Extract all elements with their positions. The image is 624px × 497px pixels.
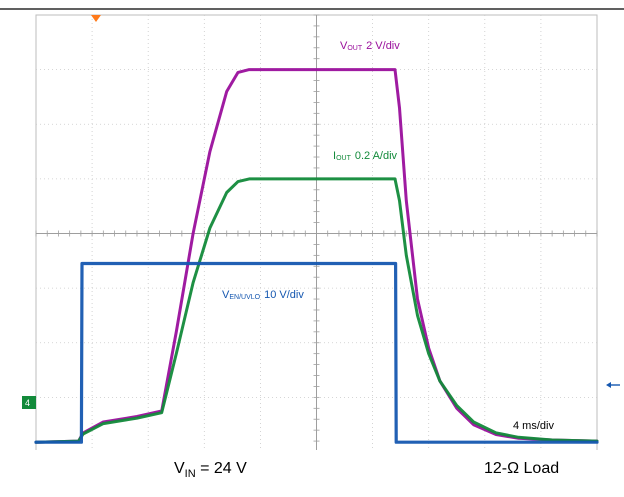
vin-value: = 24 V xyxy=(195,460,247,477)
traces xyxy=(34,68,599,444)
input-voltage-condition: VIN = 24 V xyxy=(174,460,247,480)
series-label-vout-main: V xyxy=(340,40,348,52)
svg-text:4: 4 xyxy=(25,398,30,408)
trace-ven-uvlo xyxy=(34,261,599,444)
series-label-iout-scale: 0.2 A/div xyxy=(355,150,398,162)
series-label-iout-main: I xyxy=(333,150,336,162)
series-label-iout-sub: OUT xyxy=(336,155,352,162)
series-label-ven: VEN/UVLO 10 V/div xyxy=(222,289,304,301)
trace-vout xyxy=(34,68,599,444)
timebase-label: 4 ms/div xyxy=(513,420,554,432)
series-label-ven-sub: EN/UVLO xyxy=(229,294,260,301)
trace-iout xyxy=(34,177,599,444)
vin-main: V xyxy=(174,460,185,477)
trigger-level-arrow-icon xyxy=(606,382,620,388)
ground-marker-icon: 4 xyxy=(22,396,36,409)
series-label-iout: IOUT 0.2 A/div xyxy=(333,150,398,162)
series-label-vout-sub: OUT xyxy=(347,45,363,52)
vin-sub: IN xyxy=(184,468,196,480)
oscilloscope-plot: VOUT 2 V/div IOUT 0.2 A/div VEN/UVLO 10 V/d… xyxy=(0,8,624,450)
load-condition: 12-Ω Load xyxy=(484,460,560,477)
trigger-position-marker xyxy=(91,15,101,22)
series-label-ven-main: V xyxy=(222,289,230,301)
series-label-vout: VOUT 2 V/div xyxy=(340,40,400,52)
series-label-ven-scale: 10 V/div xyxy=(264,289,304,301)
series-label-vout-scale: 2 V/div xyxy=(366,40,400,52)
plot-frame xyxy=(0,9,624,450)
